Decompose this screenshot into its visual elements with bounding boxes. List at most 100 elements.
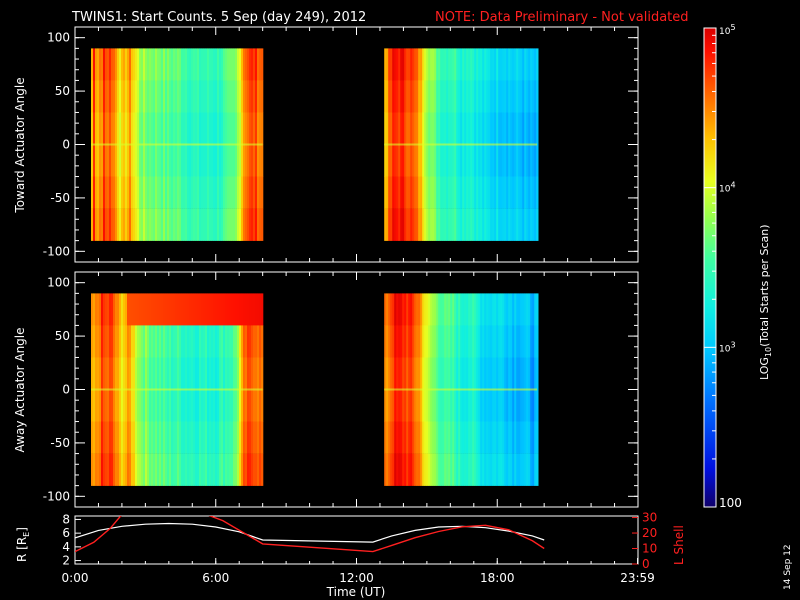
heatmap-cell — [105, 80, 108, 113]
heatmap-cell — [434, 293, 437, 326]
heatmap-cell — [442, 208, 445, 241]
heatmap-cell — [123, 80, 126, 113]
heatmap-cell — [438, 144, 441, 177]
heatmap-cell — [139, 357, 142, 390]
heatmap-cell — [458, 208, 461, 241]
heatmap-cell — [484, 208, 487, 241]
heatmap-cell — [452, 80, 455, 113]
heatmap-cell — [243, 208, 246, 241]
heatmap-cell — [231, 48, 234, 81]
heatmap-cell — [514, 208, 517, 241]
heatmap-cell — [392, 421, 395, 454]
heatmap-cell — [143, 80, 146, 113]
heatmap-cell — [440, 208, 443, 241]
heatmap-cell — [524, 144, 527, 177]
heatmap-cell — [384, 453, 387, 486]
heatmap-cell — [233, 389, 236, 422]
heatmap-cell — [426, 176, 429, 209]
heatmap-cell — [109, 112, 112, 145]
heatmap-cell — [412, 208, 415, 241]
heatmap-cell — [478, 112, 481, 145]
heatmap-cell — [119, 421, 122, 454]
heatmap-cell — [185, 325, 188, 358]
heatmap-cell — [247, 293, 250, 326]
heatmap-cell — [111, 80, 114, 113]
heatmap-cell — [504, 144, 507, 177]
heatmap-cell — [512, 453, 515, 486]
zero-angle-band — [91, 143, 263, 146]
heatmap-cell — [392, 144, 395, 177]
heatmap-cell — [394, 453, 397, 486]
heatmap-cell — [105, 176, 108, 209]
heatmap-cell — [247, 389, 250, 422]
heatmap-cell — [412, 357, 415, 390]
heatmap-cell — [434, 421, 437, 454]
heatmap-cell — [434, 144, 437, 177]
heatmap-cell — [406, 453, 409, 486]
heatmap-cell — [404, 389, 407, 422]
heatmap-cell — [446, 357, 449, 390]
heatmap-cell — [488, 80, 491, 113]
heatmap-cell — [129, 453, 132, 486]
heatmap-cell — [490, 80, 493, 113]
heatmap-cell — [199, 293, 202, 326]
heatmap-cell — [113, 48, 116, 81]
heatmap-cell — [159, 80, 162, 113]
heatmap-cell — [129, 112, 132, 145]
heatmap-cell — [514, 112, 517, 145]
heatmap-cell — [177, 176, 180, 209]
heatmap-cell — [386, 144, 389, 177]
heatmap-cell — [408, 293, 411, 326]
heatmap-cell — [504, 112, 507, 145]
heatmap-cell — [450, 357, 453, 390]
heatmap-cell — [91, 453, 94, 486]
heatmap-cell — [153, 112, 156, 145]
heatmap-cell — [474, 144, 477, 177]
heatmap-cell — [510, 144, 513, 177]
heatmap-cell — [408, 357, 411, 390]
lshell-tick-label: 30 — [642, 511, 657, 525]
heatmap-cell — [402, 208, 405, 241]
heatmap-cell — [229, 112, 232, 145]
heatmap-cell — [466, 48, 469, 81]
heatmap-cell — [512, 80, 515, 113]
heatmap-cell — [426, 144, 429, 177]
heatmap-cell — [171, 208, 174, 241]
heatmap-cell — [410, 389, 413, 422]
heatmap-cell — [448, 80, 451, 113]
heatmap-cell — [476, 48, 479, 81]
heatmap-cell — [203, 293, 206, 326]
heatmap-cell — [123, 293, 126, 326]
heatmap-cell — [398, 389, 401, 422]
heatmap-cell — [139, 293, 142, 326]
heatmap-cell — [498, 357, 501, 390]
heatmap-cell — [476, 453, 479, 486]
heatmap-cell — [191, 389, 194, 422]
heatmap-cell — [392, 80, 395, 113]
heatmap-cell — [119, 325, 122, 358]
heatmap-cell — [422, 176, 425, 209]
heatmap-cell — [494, 48, 497, 81]
heatmap-cell — [454, 208, 457, 241]
heatmap-cell — [113, 325, 116, 358]
heatmap-cell — [203, 421, 206, 454]
heatmap-cell — [416, 389, 419, 422]
heatmap-cell — [225, 112, 228, 145]
heatmap-cell — [440, 389, 443, 422]
heatmap-cell — [255, 48, 258, 81]
heatmap-cell — [99, 357, 102, 390]
heatmap-cell — [143, 176, 146, 209]
heatmap-cell — [494, 144, 497, 177]
heatmap-cell — [207, 325, 210, 358]
heatmap-cell — [428, 325, 431, 358]
heatmap-cell — [470, 357, 473, 390]
heatmap-cell — [93, 48, 96, 81]
heatmap-cell — [151, 112, 154, 145]
heatmap-cell — [508, 421, 511, 454]
heatmap-cell — [464, 80, 467, 113]
heatmap-cell — [386, 80, 389, 113]
heatmap-cell — [107, 325, 110, 358]
heatmap-cell — [516, 112, 519, 145]
heatmap-cell — [195, 176, 198, 209]
heatmap-cell — [229, 453, 232, 486]
